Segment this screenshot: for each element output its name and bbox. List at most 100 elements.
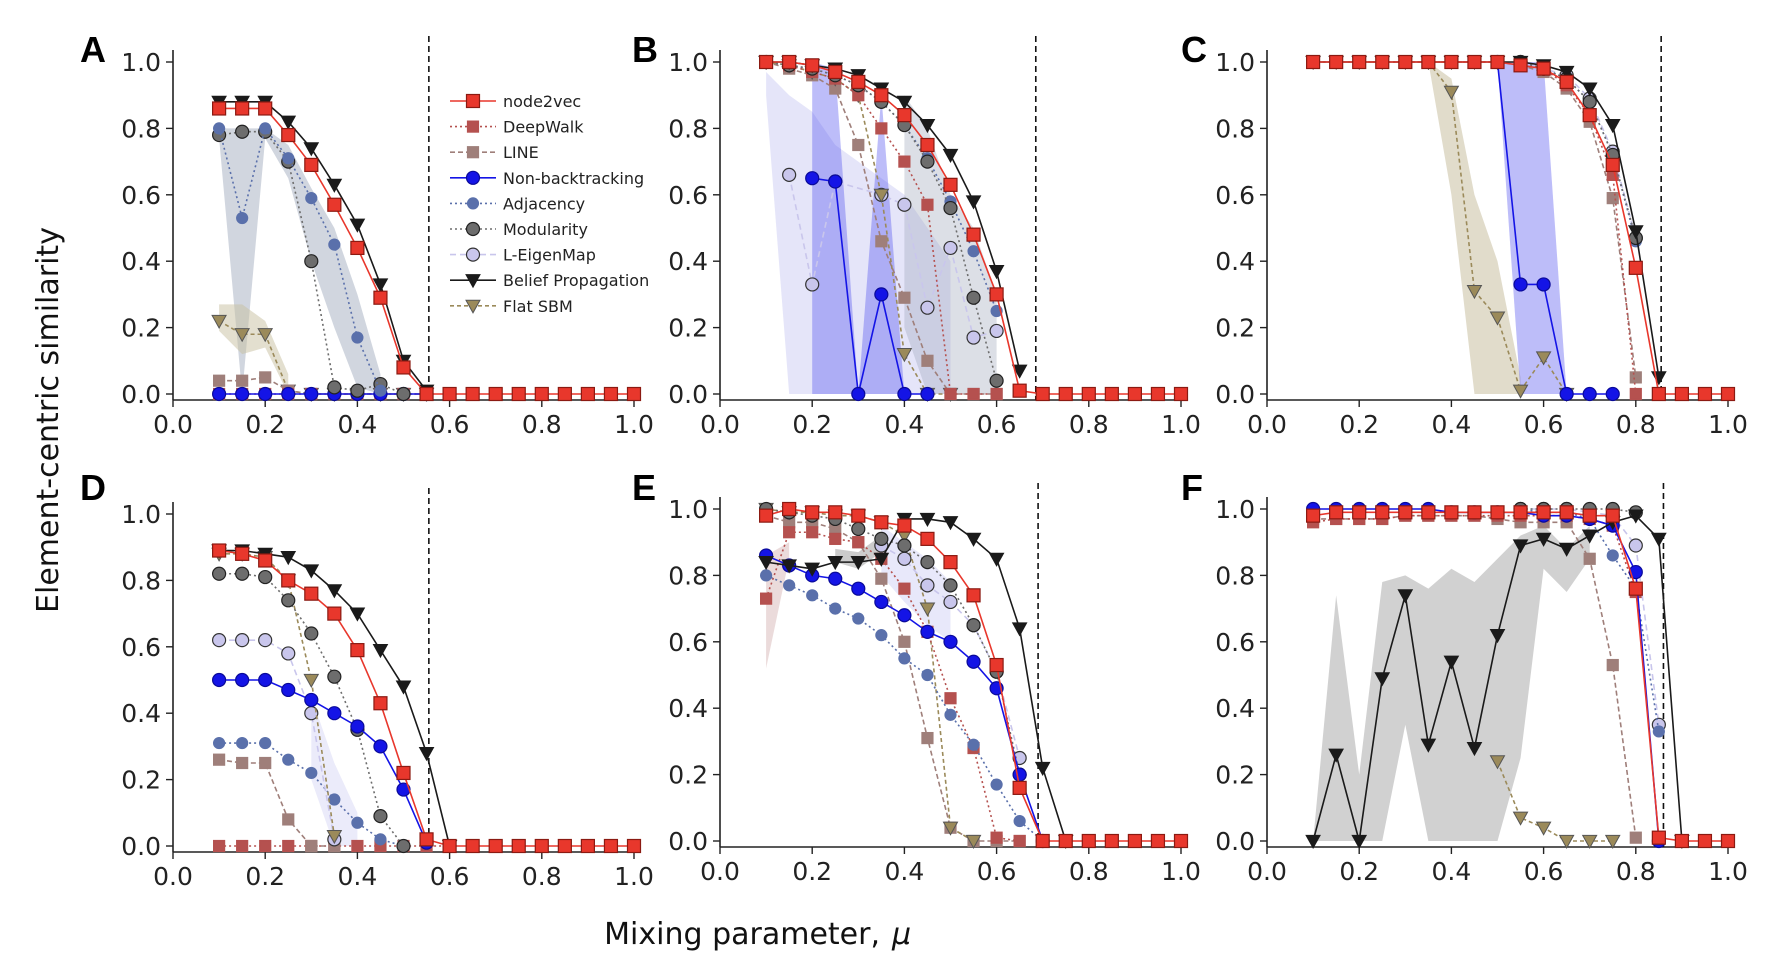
data-point — [1581, 834, 1598, 850]
y-tick-label: 1.0 — [668, 48, 708, 77]
data-point — [920, 531, 935, 546]
data-point — [1581, 529, 1598, 544]
data-point — [1512, 811, 1529, 826]
data-point — [236, 839, 249, 853]
y-tick-label: 0.0 — [121, 832, 161, 861]
data-point — [304, 254, 319, 269]
data-point — [213, 736, 226, 750]
data-point — [828, 64, 843, 80]
data-point — [829, 602, 842, 615]
y-tick-label: 0.8 — [121, 114, 161, 143]
data-point — [1352, 505, 1367, 520]
series-n2v — [212, 101, 642, 402]
data-point — [874, 594, 889, 610]
data-point — [626, 386, 642, 402]
data-point — [944, 692, 957, 705]
series-le — [212, 633, 342, 847]
data-point — [281, 386, 296, 402]
series-bp — [1305, 509, 1690, 850]
data-point — [1697, 833, 1713, 849]
panel-C: C 0.0 0.2 0.4 0.6 0.8 1.0 0.0 0.2 0.4 0.6 0.8 1.0 — [1181, 29, 1748, 439]
data-point — [1034, 761, 1051, 776]
legend-marker — [466, 120, 480, 133]
data-point — [304, 157, 319, 173]
legend-label: Belief Propagation — [503, 271, 649, 290]
y-tick-label: 0.2 — [668, 761, 708, 790]
data-point — [374, 384, 387, 397]
data-point — [350, 643, 365, 658]
series-bp — [211, 544, 458, 855]
data-point — [1513, 277, 1528, 292]
y-tick-label: 0.0 — [1215, 827, 1255, 856]
data-point — [758, 508, 774, 523]
x-tick-label: 0.6 — [1524, 857, 1564, 886]
data-point — [1013, 834, 1026, 848]
series-n2v — [1305, 505, 1736, 849]
series-n2v — [758, 501, 1189, 849]
data-point — [966, 227, 981, 242]
data-point — [965, 834, 982, 850]
data-point — [966, 588, 981, 603]
panel-letter: A — [80, 29, 106, 70]
x-tick-label: 0.8 — [1069, 857, 1109, 886]
legend-item-line: LINE — [450, 143, 539, 162]
data-point — [989, 373, 1004, 388]
series-adj — [213, 122, 387, 397]
data-point — [212, 386, 227, 402]
data-point — [805, 277, 820, 292]
x-tick-label: 0.2 — [245, 410, 285, 439]
data-point — [281, 646, 296, 661]
data-point — [305, 839, 318, 853]
data-point — [851, 386, 866, 402]
data-point — [211, 314, 227, 329]
legend: node2vec DeepWalk LINE Non-backtracking Adja… — [450, 92, 649, 316]
data-point — [1058, 386, 1073, 402]
data-point — [213, 839, 226, 853]
x-tick-label: 0.2 — [792, 857, 832, 886]
data-point — [580, 386, 596, 402]
data-point — [873, 188, 890, 203]
data-point — [213, 753, 226, 766]
x-tick-label: 0.2 — [1339, 410, 1379, 439]
data-point — [966, 618, 981, 633]
data-point — [1651, 371, 1667, 386]
data-point — [897, 197, 912, 212]
data-point — [1674, 386, 1690, 402]
data-point — [418, 746, 435, 762]
series-line — [1496, 761, 1613, 842]
series-line — [219, 101, 428, 392]
data-point — [806, 526, 819, 539]
data-point — [303, 564, 320, 579]
data-point — [943, 634, 958, 649]
x-tick-label: 0.8 — [1616, 410, 1656, 439]
data-point — [783, 526, 796, 539]
data-point — [1328, 748, 1344, 763]
data-point — [212, 101, 227, 116]
data-point — [1490, 505, 1505, 520]
data-point — [758, 54, 774, 70]
data-point — [851, 521, 866, 537]
legend-label: Modularity — [503, 220, 588, 239]
data-point — [236, 736, 249, 750]
data-point — [258, 386, 273, 402]
data-point — [303, 673, 320, 689]
data-point — [351, 816, 364, 829]
data-point — [1127, 833, 1143, 849]
data-point — [896, 348, 913, 363]
series-sbm — [1489, 755, 1621, 850]
data-point — [1374, 672, 1391, 687]
data-point — [1535, 351, 1552, 366]
data-point — [966, 654, 981, 669]
data-point — [236, 756, 249, 770]
legend-marker — [465, 93, 481, 109]
data-point — [1559, 505, 1574, 520]
series-line — [218, 126, 382, 391]
data-point — [1558, 834, 1575, 850]
data-point — [349, 607, 366, 622]
data-point — [920, 300, 935, 315]
data-point — [259, 839, 272, 853]
data-point — [942, 516, 959, 531]
data-point — [920, 137, 935, 153]
x-tick-label: 1.0 — [614, 862, 654, 891]
data-point — [1606, 549, 1619, 562]
